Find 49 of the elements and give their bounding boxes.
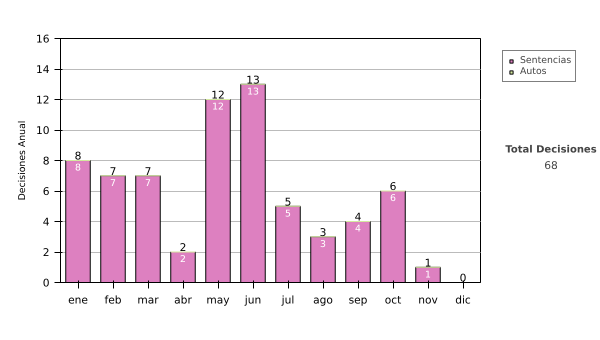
text: 68 xyxy=(544,159,558,172)
data-label: 8 xyxy=(75,162,82,174)
total-label: 2 xyxy=(180,241,186,254)
total-label: 12 xyxy=(211,88,225,102)
y-tick-label: 10 xyxy=(36,124,50,137)
x-tick-label: oct xyxy=(384,294,402,306)
data-label: 12 xyxy=(212,102,224,112)
data-label: 4 xyxy=(355,224,362,234)
x-tick-label: may xyxy=(206,294,230,306)
total-label: 0 xyxy=(460,272,467,284)
x-tick-label: jun xyxy=(244,294,262,306)
y-tick-label: 8 xyxy=(42,154,50,168)
text: Total Decisiones xyxy=(505,144,597,156)
x-tick-label: jul xyxy=(280,294,294,306)
y-tick-label: 0 xyxy=(42,276,50,290)
data-label: 1 xyxy=(425,269,432,280)
total-label: 3 xyxy=(320,226,326,239)
data-label: 13 xyxy=(247,86,259,98)
legend-label: Sentencias xyxy=(520,55,572,66)
x-tick-label: nov xyxy=(418,294,438,306)
y-tick-label: 2 xyxy=(42,246,50,259)
y-tick-label: 6 xyxy=(42,185,50,198)
data-label: 5 xyxy=(285,208,292,220)
x-tick-label: dic xyxy=(455,294,471,306)
x-tick-label: sep xyxy=(348,294,368,306)
x-tick-label: feb xyxy=(104,294,122,306)
y-tick-label: 4 xyxy=(42,216,50,228)
total-label: 13 xyxy=(246,73,260,86)
y-tick-label: 14 xyxy=(36,63,50,76)
y-tick-label: 12 xyxy=(36,94,50,106)
y-axis-title: Decisiones Anual xyxy=(16,120,28,200)
total-label: 5 xyxy=(284,195,292,208)
data-label: 2 xyxy=(180,254,186,265)
total-label: 6 xyxy=(390,180,397,193)
total-label: 1 xyxy=(424,256,432,270)
data-label: 7 xyxy=(110,178,116,189)
total-label: 4 xyxy=(354,210,362,224)
x-tick-label: ene xyxy=(68,294,88,306)
data-label: 6 xyxy=(390,193,396,204)
x-tick-label: abr xyxy=(174,294,192,306)
y-tick-label: 16 xyxy=(36,32,50,46)
total-label: 7 xyxy=(144,164,152,178)
total-label: 8 xyxy=(74,150,82,162)
x-tick-label: mar xyxy=(137,294,160,306)
legend-label: Autos xyxy=(520,66,547,77)
x-tick-label: ago xyxy=(313,294,333,306)
data-label: 7 xyxy=(145,178,152,189)
total-label: 7 xyxy=(110,164,116,178)
data-label: 3 xyxy=(320,238,326,250)
